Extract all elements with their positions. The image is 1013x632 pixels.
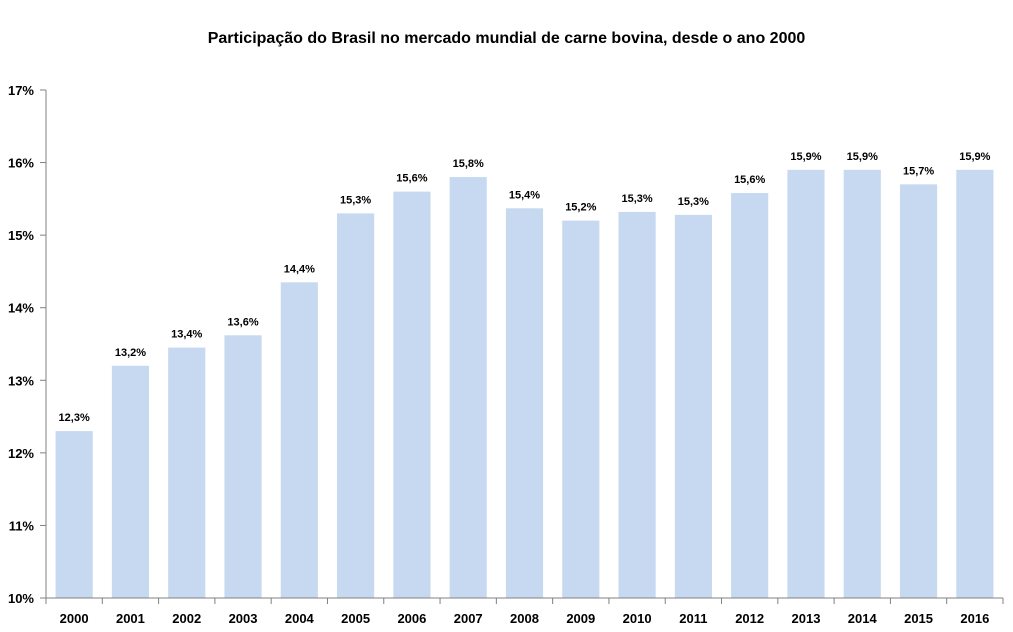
x-tick-label-2014: 2014: [848, 611, 878, 626]
bars-group: [55, 169, 994, 599]
bar-2000: [55, 431, 93, 598]
data-label-2001: 13,2%: [115, 347, 146, 359]
y-tick-label: 11%: [9, 518, 35, 533]
x-tick-label-2016: 2016: [960, 611, 989, 626]
bar-2007: [449, 177, 487, 599]
x-tick-label-2011: 2011: [679, 611, 707, 626]
y-tick-label: 13%: [8, 373, 34, 388]
bar-2009: [562, 220, 600, 598]
bar-2001: [111, 365, 150, 598]
data-label-2008: 15,4%: [509, 189, 540, 201]
x-tick-label-2003: 2003: [229, 611, 258, 626]
y-tick-label: 10%: [8, 591, 34, 606]
data-label-2007: 15,8%: [453, 158, 484, 170]
x-labels-group: 2000 2001 2002 2003 2004 2005 2006 2007 2008 2009…: [60, 611, 990, 626]
x-tick-label-2009: 2009: [566, 611, 595, 626]
bar-2002: [168, 347, 206, 598]
data-label-2012: 15,6%: [734, 174, 765, 186]
x-tick-label-2015: 2015: [904, 611, 933, 626]
x-tick-label-2012: 2012: [735, 611, 764, 626]
data-label-2016: 15,9%: [959, 151, 990, 163]
bar-2005: [337, 213, 375, 598]
bar-2014: [843, 169, 881, 599]
bar-2012: [731, 193, 769, 598]
bar-2008: [505, 208, 544, 598]
x-tick-label-2013: 2013: [792, 611, 821, 626]
bar-2004: [280, 282, 318, 598]
bar-2016: [956, 169, 994, 599]
data-label-2011: 15,3%: [678, 196, 709, 208]
bar-2011: [674, 214, 712, 598]
bar-2006: [393, 191, 431, 598]
chart-title: Participação do Brasil no mercado mundia…: [207, 30, 806, 47]
y-tick-label: 17%: [8, 83, 34, 98]
data-label-2004: 14,4%: [284, 263, 315, 275]
x-tick-label-2006: 2006: [397, 611, 426, 626]
bar-2010: [618, 211, 656, 599]
y-tick-label: 12%: [8, 446, 34, 461]
bar-2015: [899, 184, 938, 599]
y-tick-label: 15%: [8, 228, 34, 243]
y-tick-label: 16%: [8, 156, 34, 171]
x-tick-label-2001: 2001: [116, 611, 145, 626]
data-label-2014: 15,9%: [847, 151, 878, 163]
data-label-2009: 15,2%: [565, 202, 596, 214]
data-label-2005: 15,3%: [340, 194, 371, 206]
x-tick-label-2002: 2002: [172, 611, 201, 626]
y-ticks-group: 10% 11% 12% 13% 14% 15% 16% 17%: [8, 83, 46, 606]
x-tick-label-2000: 2000: [60, 611, 89, 626]
data-label-2013: 15,9%: [790, 151, 821, 163]
data-label-2002: 13,4%: [171, 329, 202, 341]
x-tick-label-2010: 2010: [623, 611, 652, 626]
data-label-2000: 12,3%: [59, 412, 90, 424]
bar-2003: [224, 335, 262, 598]
y-tick-label: 14%: [8, 301, 34, 316]
x-tick-label-2005: 2005: [341, 611, 370, 626]
data-label-2003: 13,6%: [227, 316, 258, 328]
x-tick-label-2004: 2004: [285, 611, 315, 626]
data-label-2006: 15,6%: [396, 173, 427, 185]
data-label-2010: 15,3%: [621, 193, 652, 205]
x-tick-label-2007: 2007: [454, 611, 483, 626]
bar-2013: [787, 169, 825, 599]
data-label-2015: 15,7%: [903, 165, 934, 177]
x-tick-label-2008: 2008: [510, 611, 539, 626]
data-labels-group: 12,3% 13,2% 13,4% 13,6% 14,4% 15,3% 15,6% 15,8%…: [59, 151, 991, 424]
axes-group: [45, 90, 1004, 604]
